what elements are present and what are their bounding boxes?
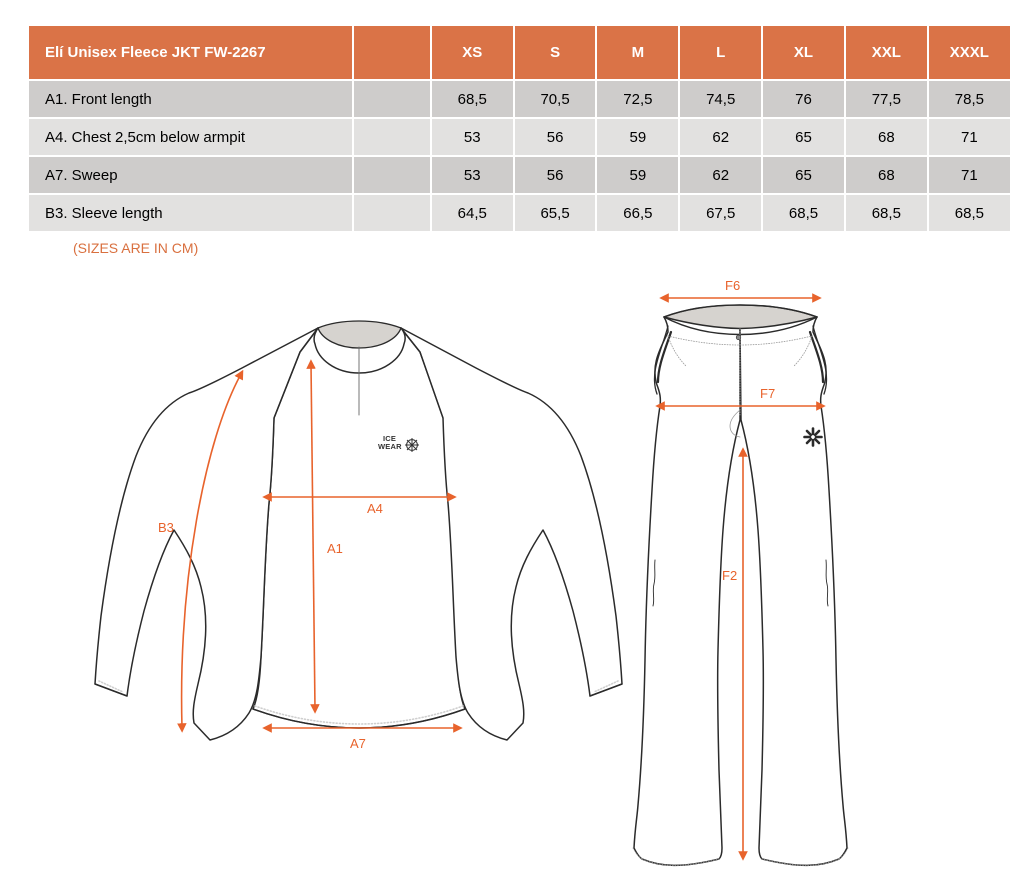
svg-text:WEAR: WEAR [378, 442, 402, 451]
svg-text:F7: F7 [760, 386, 775, 401]
svg-text:F6: F6 [725, 278, 740, 293]
svg-text:A4: A4 [367, 501, 383, 516]
svg-text:A1: A1 [327, 541, 343, 556]
svg-text:A7: A7 [350, 736, 366, 751]
svg-text:F2: F2 [722, 568, 737, 583]
svg-text:B3: B3 [158, 520, 174, 535]
